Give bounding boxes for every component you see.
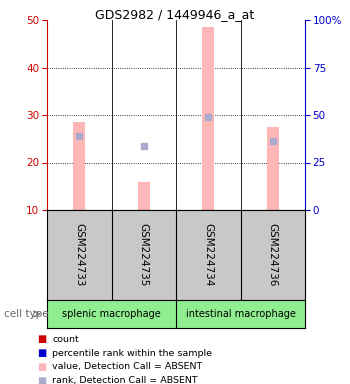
Text: count: count bbox=[52, 334, 79, 344]
Text: value, Detection Call = ABSENT: value, Detection Call = ABSENT bbox=[52, 362, 203, 371]
Text: GSM224734: GSM224734 bbox=[203, 223, 213, 287]
Text: rank, Detection Call = ABSENT: rank, Detection Call = ABSENT bbox=[52, 376, 198, 384]
Text: intestinal macrophage: intestinal macrophage bbox=[186, 309, 295, 319]
Text: ■: ■ bbox=[37, 348, 47, 358]
Text: GDS2982 / 1449946_a_at: GDS2982 / 1449946_a_at bbox=[95, 8, 255, 21]
Text: ■: ■ bbox=[37, 376, 47, 384]
Text: splenic macrophage: splenic macrophage bbox=[62, 309, 161, 319]
Text: GSM224733: GSM224733 bbox=[74, 223, 84, 287]
Text: GSM224736: GSM224736 bbox=[268, 223, 278, 287]
Bar bbox=[74, 122, 85, 210]
Bar bbox=[138, 182, 149, 210]
Text: ■: ■ bbox=[37, 362, 47, 372]
Text: GSM224735: GSM224735 bbox=[139, 223, 149, 287]
Bar bbox=[267, 127, 279, 210]
Text: ■: ■ bbox=[37, 334, 47, 344]
Text: cell type: cell type bbox=[4, 309, 48, 319]
Text: percentile rank within the sample: percentile rank within the sample bbox=[52, 349, 212, 358]
Bar bbox=[202, 27, 214, 210]
